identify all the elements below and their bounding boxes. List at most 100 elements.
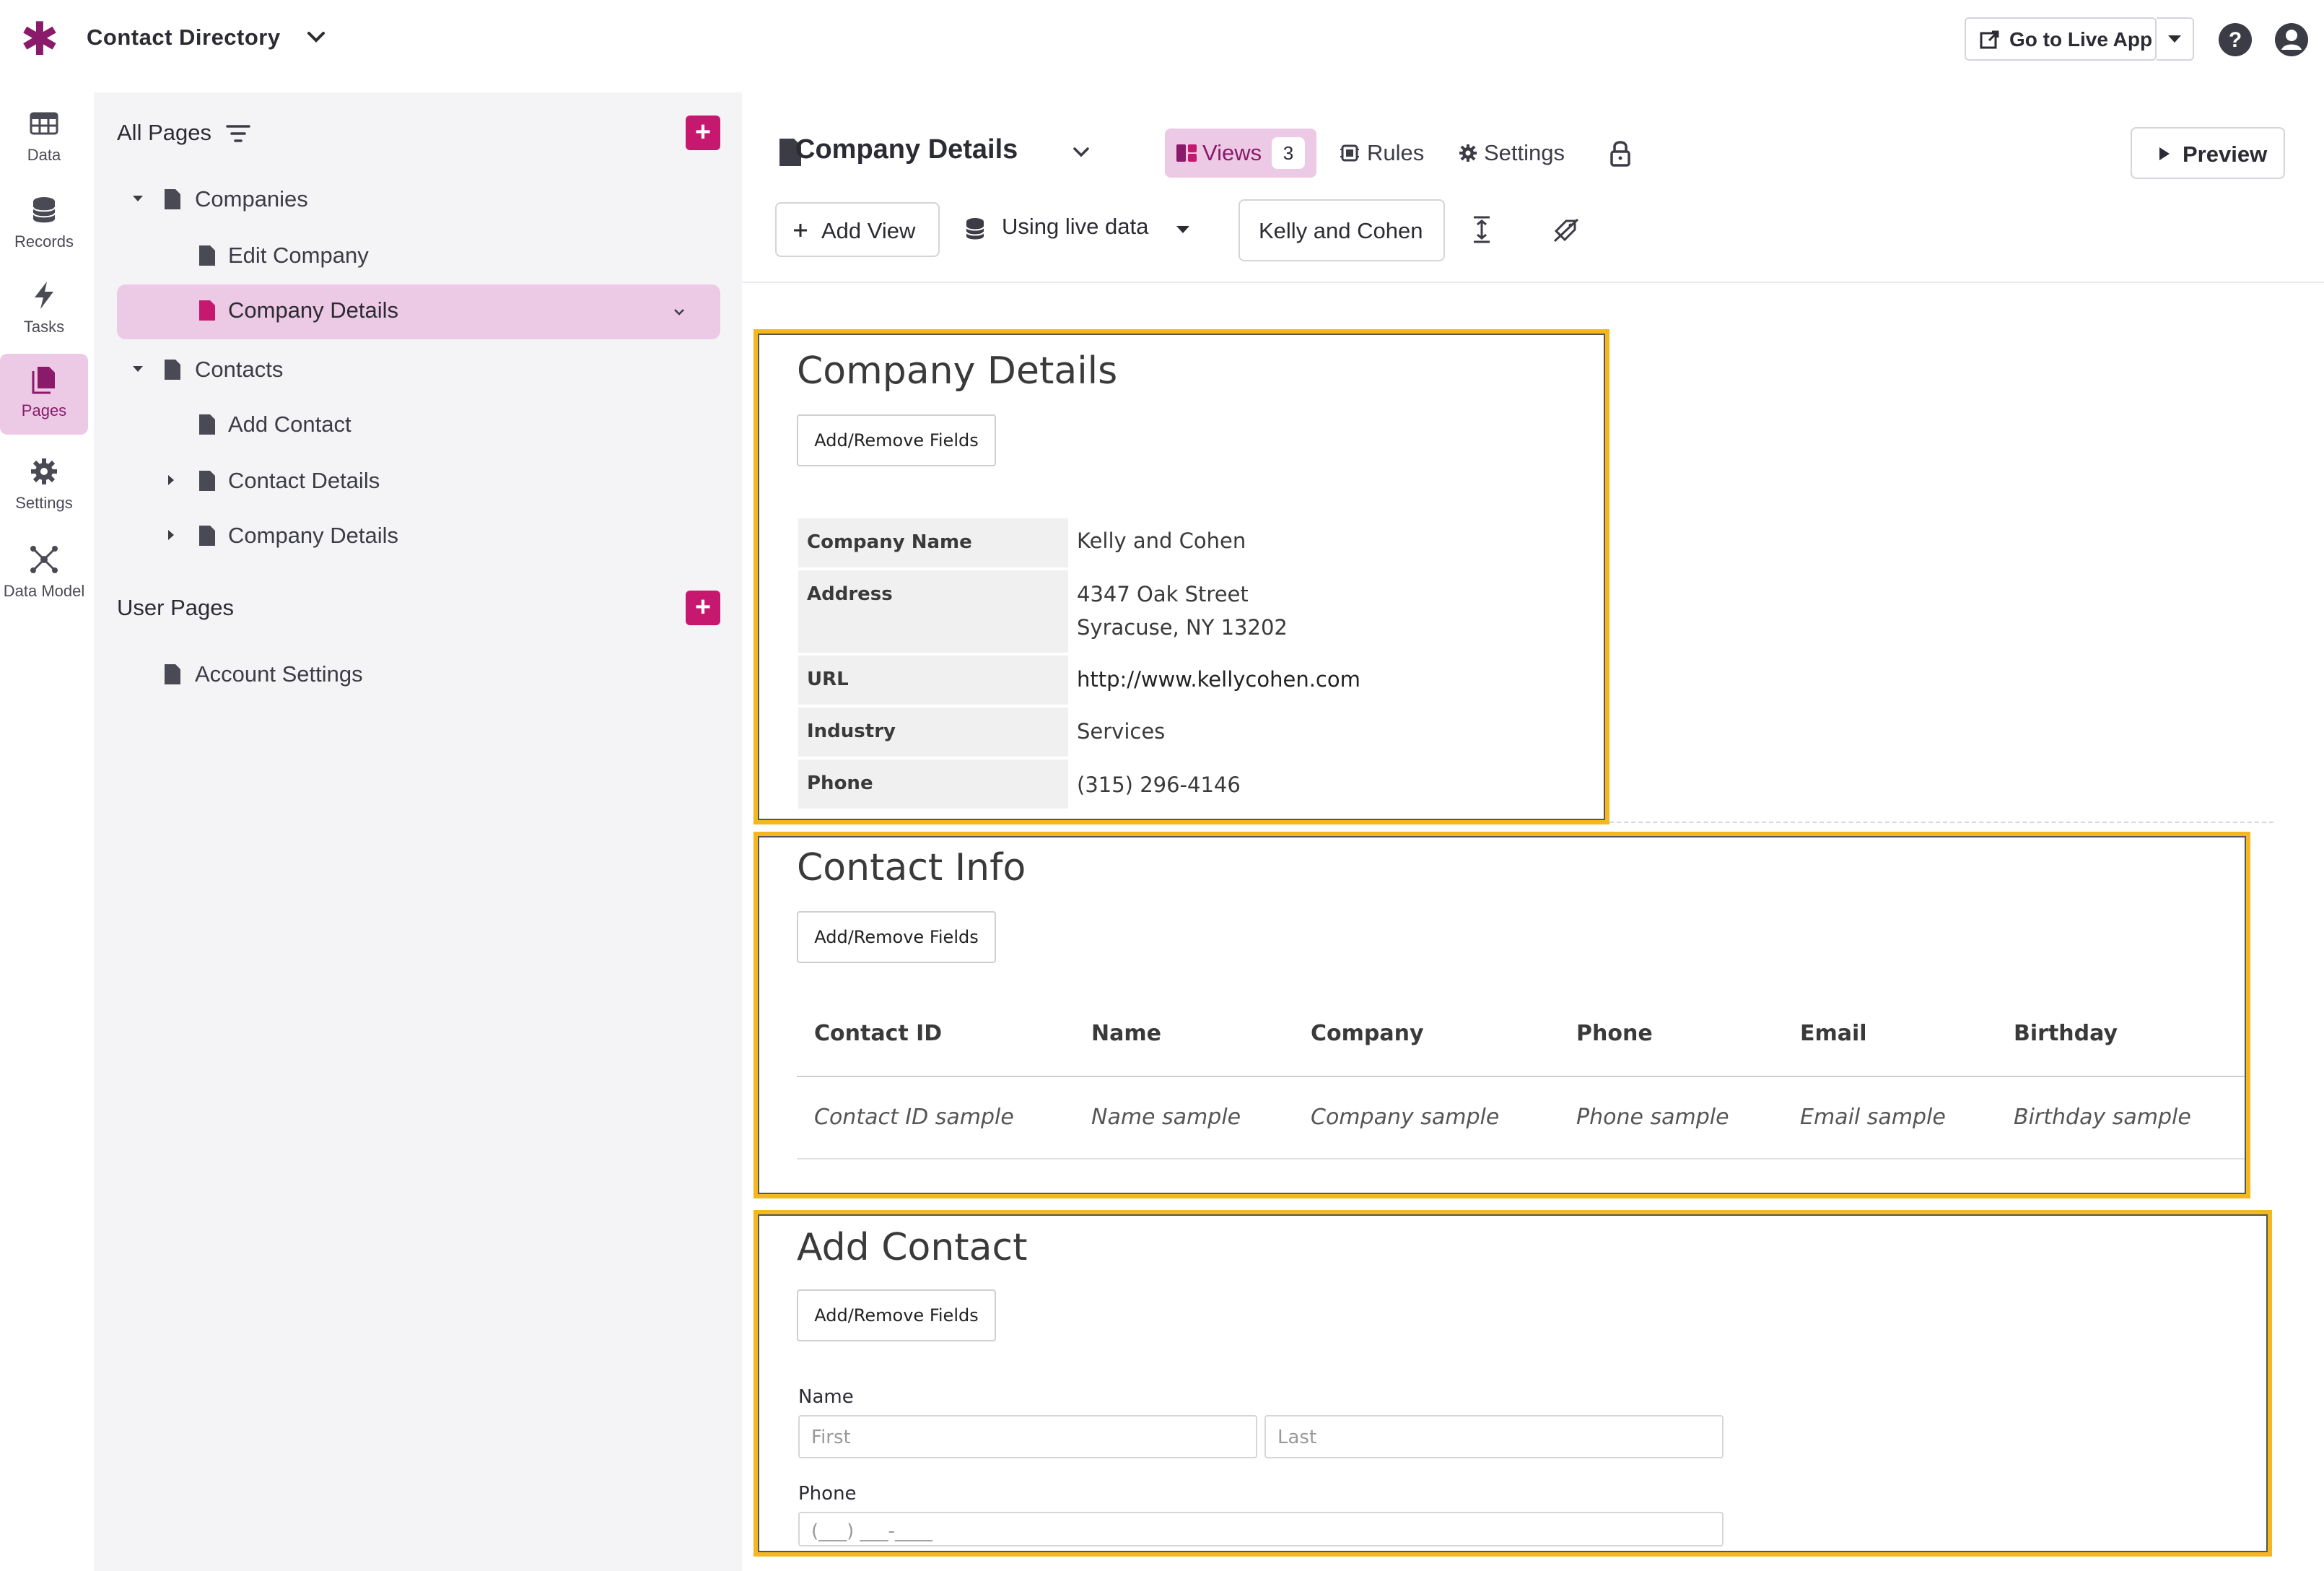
tab-rules[interactable]: Rules <box>1367 140 1425 165</box>
view-divider <box>1609 822 2273 823</box>
page-title[interactable]: Company Details <box>795 134 1018 165</box>
filter-icon[interactable] <box>225 123 251 144</box>
live-app-dropdown-button[interactable] <box>2157 17 2194 61</box>
rail-data-model[interactable]: Data Model <box>0 534 88 615</box>
tree-item-account-settings[interactable]: Account Settings <box>117 648 720 700</box>
document-icon <box>779 139 801 166</box>
caret-down-icon[interactable] <box>131 364 144 374</box>
field-label: Industry <box>798 708 1068 757</box>
tree-item-label: Add Contact <box>228 412 351 437</box>
phone-input[interactable]: (___) ___-____ <box>798 1512 1724 1546</box>
add-page-button[interactable]: + <box>686 116 720 150</box>
page-header <box>742 92 2324 283</box>
rail-label: Pages <box>21 401 67 419</box>
field-value: Kelly and Cohen <box>1077 528 1246 553</box>
tree-item-company-details-selected[interactable]: Company Details <box>117 284 720 339</box>
rail-tasks[interactable]: Tasks <box>0 270 88 351</box>
table-cell: Company sample <box>1311 1105 1500 1130</box>
tab-settings[interactable]: Settings <box>1484 140 1565 165</box>
document-icon <box>199 414 215 435</box>
tree-item-label: Contact Details <box>228 468 380 493</box>
tree-item-company-details-child[interactable]: Company Details <box>117 510 720 562</box>
field-value-link[interactable]: http://www.kellycohen.com <box>1077 667 1360 692</box>
tree-item-label: Companies <box>195 186 308 212</box>
play-icon <box>2159 147 2170 160</box>
caret-right-icon[interactable] <box>166 528 176 541</box>
record-selector[interactable]: Kelly and Cohen <box>1239 199 1445 261</box>
record-selector-label: Kelly and Cohen <box>1259 218 1423 243</box>
help-icon[interactable]: ? <box>2217 22 2253 58</box>
column-header[interactable]: Contact ID <box>814 1021 943 1046</box>
document-icon <box>165 189 180 209</box>
views-icon <box>1176 144 1197 162</box>
field-label: Address <box>798 570 1068 653</box>
go-to-live-app-button[interactable]: Go to Live App <box>1965 17 2157 61</box>
tree-item-companies[interactable]: Companies <box>117 173 720 225</box>
rules-icon <box>1340 144 1359 162</box>
tab-views-label: Views <box>1202 140 1262 165</box>
app-title[interactable]: Contact Directory <box>87 25 281 50</box>
app-logo-icon[interactable]: ✱ <box>20 13 59 65</box>
tree-item-contacts[interactable]: Contacts <box>117 344 720 396</box>
tree-item-edit-company[interactable]: Edit Company <box>117 230 720 282</box>
user-pages-title: User Pages <box>117 595 234 620</box>
caret-down-icon[interactable] <box>131 193 144 204</box>
rail-pages[interactable]: Pages <box>0 354 88 435</box>
rail-label: Data <box>27 146 61 164</box>
add-remove-fields-button[interactable]: Add/Remove Fields <box>797 414 996 466</box>
rail-data[interactable]: Data <box>0 98 88 179</box>
add-remove-fields-button[interactable]: Add/Remove Fields <box>797 1289 996 1341</box>
caret-right-icon[interactable] <box>166 474 176 487</box>
add-remove-fields-button[interactable]: Add/Remove Fields <box>797 911 996 963</box>
chevron-down-icon[interactable] <box>671 305 687 319</box>
column-header[interactable]: Name <box>1091 1021 1161 1046</box>
database-icon <box>966 218 984 240</box>
contacts-table-view[interactable] <box>753 832 2250 1198</box>
live-data-dropdown[interactable]: Using live data <box>1002 214 1149 239</box>
table-cell: Contact ID sample <box>814 1105 1014 1130</box>
tab-views[interactable]: Views 3 <box>1165 129 1316 178</box>
field-value: (315) 296-4146 <box>1077 773 1241 797</box>
chevron-down-icon[interactable] <box>302 22 331 53</box>
database-icon <box>32 197 56 223</box>
column-header[interactable]: Email <box>1800 1021 1867 1046</box>
chevron-down-icon[interactable] <box>1068 142 1094 163</box>
pages-icon <box>32 367 55 394</box>
table-cell: Phone sample <box>1576 1105 1729 1130</box>
field-label: URL <box>798 656 1068 705</box>
rail-settings[interactable]: Settings <box>0 446 88 527</box>
tree-item-add-contact[interactable]: Add Contact <box>117 399 720 451</box>
first-name-input[interactable]: First <box>798 1415 1257 1458</box>
table-cell: Birthday sample <box>2014 1105 2191 1130</box>
field-value: Syracuse, NY 13202 <box>1077 615 1288 640</box>
vertical-spacing-icon[interactable] <box>1469 215 1494 244</box>
bolt-icon <box>35 282 53 309</box>
preview-button[interactable]: Preview <box>2131 127 2285 179</box>
add-contact-form-view[interactable] <box>753 1210 2272 1557</box>
rail-label: Records <box>14 232 74 251</box>
add-user-page-button[interactable]: + <box>686 591 720 625</box>
tree-item-label: Edit Company <box>228 243 369 268</box>
rail-records[interactable]: Records <box>0 185 88 266</box>
design-off-icon[interactable] <box>1552 217 1581 244</box>
tree-item-contact-details[interactable]: Contact Details <box>117 455 720 507</box>
phone-field-label: Phone <box>798 1483 857 1505</box>
document-icon <box>199 245 215 266</box>
caret-down-icon <box>2168 35 2181 43</box>
last-name-input[interactable]: Last <box>1264 1415 1724 1458</box>
go-to-live-app-label: Go to Live App <box>2009 28 2153 51</box>
tree-item-label: Contacts <box>195 357 284 382</box>
column-header[interactable]: Company <box>1311 1021 1424 1046</box>
plus-icon <box>794 224 807 237</box>
user-account-icon[interactable] <box>2273 22 2310 58</box>
preview-label: Preview <box>2183 142 2268 167</box>
gear-icon <box>1459 144 1477 162</box>
lock-icon[interactable] <box>1608 139 1633 167</box>
left-nav-rail: Data Records Tasks Pages Settings Data M… <box>0 92 94 1571</box>
document-icon <box>165 664 180 684</box>
svg-text:?: ? <box>2229 28 2242 52</box>
caret-down-icon[interactable] <box>1175 224 1191 235</box>
column-header[interactable]: Birthday <box>2014 1021 2118 1046</box>
add-view-button[interactable]: Add View <box>775 202 940 257</box>
column-header[interactable]: Phone <box>1576 1021 1653 1046</box>
